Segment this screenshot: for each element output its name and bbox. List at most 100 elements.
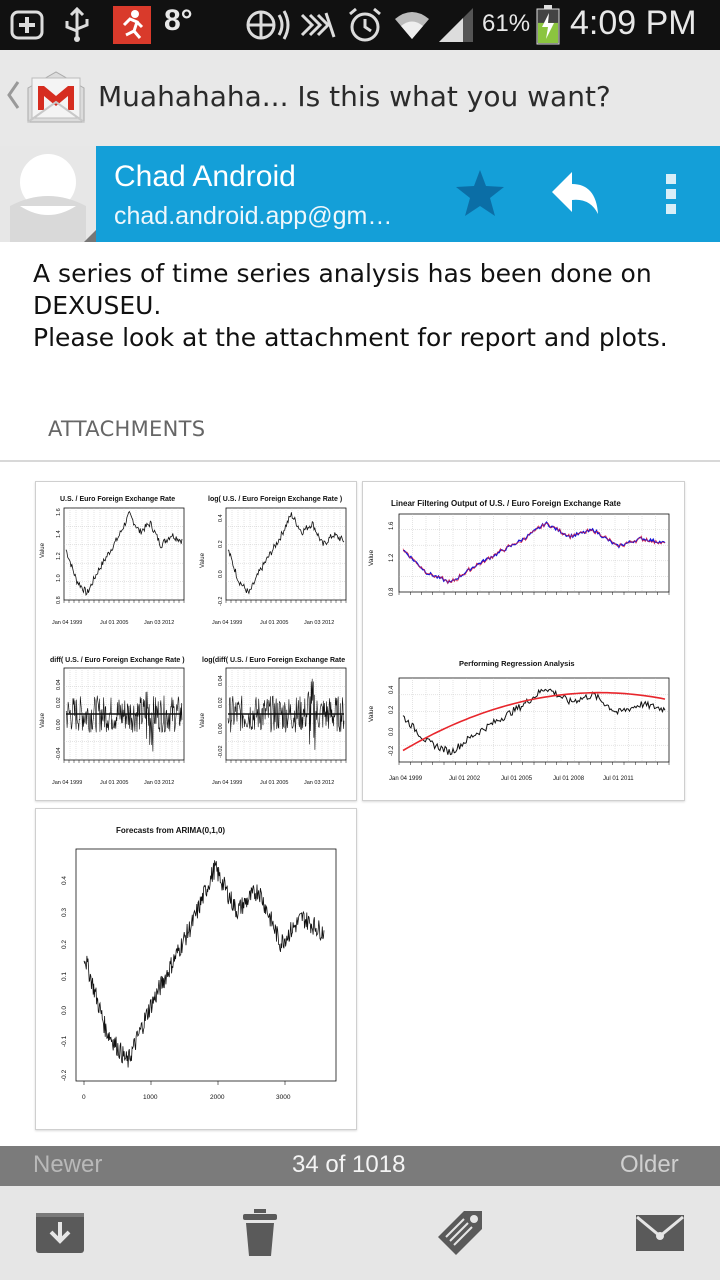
tick-label: Jan 03 2012: [304, 780, 334, 786]
battery-percent-text: 61%: [482, 10, 531, 37]
back-chevron-icon: [6, 78, 20, 116]
tick-labels: -0.04 0.00 0.02 0.04 Jan 04 1999 Jul 01 …: [52, 679, 174, 786]
conversation-pager: Newer 34 of 1018 Older: [0, 1146, 720, 1186]
tick-label: 0.04: [56, 679, 62, 690]
tick-label: 0.2: [218, 540, 224, 548]
tick-label: Jan 03 2012: [144, 780, 174, 786]
tick-label: 0: [82, 1094, 86, 1101]
panel-title: Linear Filtering Output of U.S. / Euro F…: [391, 499, 621, 508]
attachment-thumbnail-plots[interactable]: U.S. / Euro Foreign Exchange Rate Value …: [35, 481, 357, 801]
tick-label: 1.0: [56, 574, 62, 582]
series-line: [65, 510, 183, 596]
tick-label: 3000: [276, 1094, 291, 1101]
series-line: [227, 512, 345, 595]
tick-label: Jul 01 2008: [553, 776, 585, 782]
message-line: Please look at the attachment for report…: [33, 323, 668, 352]
axis-label: Value: [40, 712, 46, 728]
delete-button[interactable]: [200, 1186, 320, 1280]
plot-frame: [75, 848, 337, 1082]
overflow-menu-icon[interactable]: [664, 172, 680, 220]
tick-label: Jan 04 1999: [52, 780, 82, 786]
series-line: [402, 691, 666, 752]
tick-label: 0.1: [61, 972, 68, 981]
attachments-divider: [0, 460, 720, 462]
tick-label: 0.02: [218, 697, 224, 708]
attachment-thumbnail-forecast[interactable]: Forecasts from ARIMA(0,1,0) -0.2 -0.1 0.…: [35, 808, 357, 1130]
reply-icon[interactable]: [550, 170, 600, 220]
tick-label: 0.0: [389, 727, 395, 736]
mark-unread-button[interactable]: [600, 1186, 720, 1280]
tick-label: 1.2: [389, 553, 395, 562]
tick-label: 0.0: [61, 1006, 68, 1015]
older-button[interactable]: Older: [620, 1151, 679, 1178]
tick-label: 0.04: [218, 675, 224, 686]
tick-label: -0.2: [389, 745, 395, 756]
tick-labels: 0.8 1.0 1.2 1.4 1.6 Jan 04 1999 Jul 01 2…: [52, 508, 174, 626]
axis-label: Value: [368, 705, 375, 722]
battery-charging-icon: [534, 5, 562, 45]
axis-label: Value: [200, 712, 206, 728]
tick-labels: -0.02 0.00 0.02 0.04 Jan 04 1999 Jul 01 …: [212, 675, 334, 786]
tick-label: 1.6: [389, 521, 395, 530]
location-icon: [242, 6, 294, 44]
labels-button[interactable]: [400, 1186, 520, 1280]
label-icon: [438, 1211, 482, 1255]
add-icon: [6, 6, 48, 44]
signal-icon: [436, 6, 476, 44]
panel-title: diff( U.S. / Euro Foreign Exchange Rate …: [50, 657, 185, 664]
series-line: [227, 678, 345, 750]
series-line: [402, 522, 666, 585]
sender-name: Chad Android: [114, 160, 296, 193]
tick-label: 0.02: [56, 697, 62, 708]
alarm-icon: [344, 6, 386, 44]
wifi-icon: [392, 6, 432, 44]
running-app-icon: [110, 6, 154, 44]
panel-title: log( U.S. / Euro Foreign Exchange Rate ): [208, 496, 342, 503]
tick-label: Jul 01 2002: [449, 776, 481, 782]
tick-label: 1.6: [56, 508, 62, 516]
tick-label: 0.8: [389, 587, 395, 596]
attachment-thumbnail-filtering[interactable]: Linear Filtering Output of U.S. / Euro F…: [362, 481, 685, 801]
sender-header[interactable]: Chad Android chad.android.app@gm…: [0, 146, 720, 242]
tick-label: 0.4: [218, 514, 224, 522]
tick-label: Jan 04 1999: [212, 780, 242, 786]
archive-button[interactable]: [0, 1186, 120, 1280]
message-body: A series of time series analysis has bee…: [33, 258, 703, 354]
tick-label: Jan 04 1999: [389, 776, 423, 782]
series-line: [402, 688, 666, 756]
tick-label: 0.8: [56, 596, 62, 604]
axis-label: Value: [200, 552, 206, 568]
tick-label: -0.02: [218, 745, 224, 758]
tick-label: -0.04: [56, 747, 62, 760]
action-bar: Muahahaha... Is this what you want?: [0, 50, 720, 146]
attachment-image: Linear Filtering Output of U.S. / Euro F…: [368, 499, 670, 782]
attachments-heading: ATTACHMENTS: [48, 417, 206, 441]
tick-label: 0.2: [389, 705, 395, 714]
star-icon[interactable]: [454, 168, 506, 222]
up-navigation-button[interactable]: [0, 50, 92, 146]
tick-label: 0.2: [61, 940, 68, 949]
tick-labels: -0.2 0.0 0.2 0.4 Jan 04 1999 Jul 01 2002…: [389, 685, 634, 782]
tick-label: Jul 01 2005: [260, 780, 288, 786]
clock-text: 4:09 PM: [570, 4, 697, 42]
nfc-icon: [298, 6, 338, 44]
tick-label: -0.2: [61, 1069, 68, 1081]
tick-label: 0.00: [218, 723, 224, 734]
gmail-icon: [24, 64, 88, 132]
delete-icon: [243, 1209, 277, 1256]
newer-button[interactable]: Newer: [33, 1151, 103, 1178]
archive-icon: [36, 1213, 84, 1253]
tick-label: Jul 01 2005: [501, 776, 533, 782]
status-bar: 8° 61% 4:09 PM: [0, 0, 720, 50]
tick-label: Jul 01 2011: [603, 776, 634, 782]
tick-label: 0.4: [389, 685, 395, 694]
tick-label: Jul 01 2005: [260, 620, 288, 626]
tick-label: 1.4: [56, 530, 62, 538]
tick-label: 1.2: [56, 552, 62, 560]
series-line: [83, 860, 325, 1068]
panel-title: Performing Regression Analysis: [459, 659, 575, 668]
avatar[interactable]: [0, 146, 96, 242]
tick-label: Jan 03 2012: [304, 620, 334, 626]
attachment-image: Forecasts from ARIMA(0,1,0) -0.2 -0.1 0.…: [61, 826, 337, 1101]
avatar-icon: [0, 146, 96, 242]
